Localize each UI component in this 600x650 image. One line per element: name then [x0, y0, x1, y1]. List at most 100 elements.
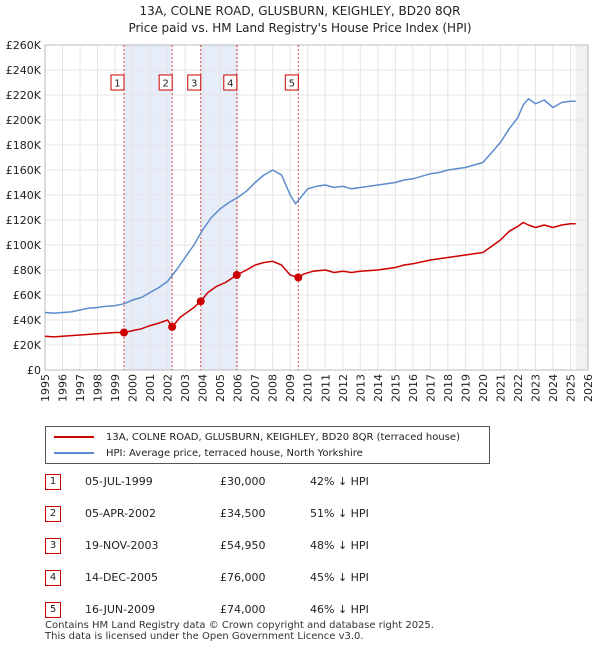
property-price-line [44, 221, 576, 338]
x-tick-label: 2017 [424, 374, 437, 402]
shaded-range [123, 45, 173, 370]
sale-date: 14-DEC-2005 [85, 571, 159, 584]
x-tick-label: 2008 [267, 374, 280, 402]
x-tick-label: 2004 [197, 374, 210, 402]
sale-price: £54,950 [220, 539, 266, 552]
sale-point [294, 273, 303, 282]
y-tick-label: £240K [6, 64, 42, 77]
y-tick-label: £20K [13, 339, 42, 352]
table-row: 3 19-NOV-2003 £54,950 48% ↓ HPI [45, 538, 505, 554]
y-tick-label: £40K [13, 314, 42, 327]
x-tick-label: 2013 [354, 374, 367, 402]
y-tick-label: £220K [6, 89, 42, 102]
table-row: 5 16-JUN-2009 £74,000 46% ↓ HPI [45, 602, 505, 618]
chart-subtitle: Price paid vs. HM Land Registry's House … [128, 21, 472, 35]
sale-marker-label: 2 [162, 79, 168, 90]
sale-marker-badge [223, 74, 238, 91]
sale-hpi-diff: 42% ↓ HPI [310, 475, 369, 488]
x-tick-label: 2014 [372, 374, 385, 402]
x-tick-label: 2026 [582, 374, 595, 402]
sale-marker-label: 5 [289, 79, 295, 90]
sale-marker-label: 4 [227, 79, 233, 90]
x-tick-label: 1996 [57, 374, 70, 402]
table-row: 1 05-JUL-1999 £30,000 42% ↓ HPI [45, 474, 505, 490]
legend-swatch-hpi [54, 452, 94, 454]
sale-marker-badge [187, 74, 202, 91]
x-tick-label: 2001 [144, 374, 157, 402]
x-tick-label: 2021 [494, 374, 507, 402]
x-tick-label: 2010 [302, 374, 315, 402]
x-tick-label: 2005 [214, 374, 227, 402]
y-tick-label: £0 [27, 364, 41, 377]
sale-price: £76,000 [220, 571, 266, 584]
sale-hpi-diff: 51% ↓ HPI [310, 507, 369, 520]
x-tick-label: 2000 [127, 374, 140, 402]
x-tick-label: 1998 [92, 374, 105, 402]
legend-swatch-property [54, 436, 94, 438]
x-tick-label: 2006 [232, 374, 245, 402]
y-tick-label: £60K [13, 289, 42, 302]
sale-point [168, 322, 177, 331]
x-tick-label: 1997 [74, 374, 87, 402]
y-tick-label: £140K [6, 189, 42, 202]
sale-date: 05-APR-2002 [85, 507, 157, 520]
x-tick-label: 2015 [389, 374, 402, 402]
y-tick-label: £180K [6, 139, 42, 152]
x-tick-label: 2002 [162, 374, 175, 402]
plot-border [44, 44, 589, 371]
sale-price: £30,000 [220, 475, 266, 488]
x-tick-label: 1995 [39, 374, 52, 402]
sale-point [232, 271, 241, 279]
x-tick-label: 2016 [407, 374, 420, 402]
footer: Contains HM Land Registry data © Crown c… [45, 620, 434, 642]
sale-number-badge: 2 [45, 506, 61, 522]
y-tick-label: £260K [6, 39, 42, 52]
legend-label-hpi: HPI: Average price, terraced house, Nort… [106, 447, 363, 459]
price-chart: £0 £20K £40K £60K £80K £100K £120K £140K £160K £1… [6, 39, 595, 402]
x-tick-label: 2020 [477, 374, 490, 402]
sale-number-badge: 3 [45, 538, 61, 554]
x-tick-label: 2011 [319, 374, 332, 402]
sale-hpi-diff: 46% ↓ HPI [310, 603, 369, 616]
y-tick-label: £200K [6, 114, 42, 127]
sale-number-badge: 4 [45, 570, 61, 586]
x-tick-label: 2019 [459, 374, 472, 402]
sale-marker-badge [158, 74, 173, 91]
x-tick-label: 2009 [284, 374, 297, 402]
y-tick-label: £160K [6, 164, 42, 177]
legend: 13A, COLNE ROAD, GLUSBURN, KEIGHLEY, BD2… [45, 426, 490, 464]
projection-area [575, 45, 588, 370]
sale-point [196, 297, 205, 306]
y-tick-label: £100K [6, 239, 42, 252]
footer-copyright: Contains HM Land Registry data © Crown c… [45, 620, 434, 631]
x-tick-label: 2018 [442, 374, 455, 402]
sale-date: 05-JUL-1999 [85, 475, 153, 488]
legend-item-hpi: HPI: Average price, terraced house, Nort… [54, 446, 363, 460]
x-tick-label: 2023 [529, 374, 542, 402]
sale-hpi-diff: 45% ↓ HPI [310, 571, 369, 584]
table-row: 4 14-DEC-2005 £76,000 45% ↓ HPI [45, 570, 505, 586]
table-row: 2 05-APR-2002 £34,500 51% ↓ HPI [45, 506, 505, 522]
y-tick-label: £80K [13, 264, 42, 277]
sale-hpi-diff: 48% ↓ HPI [310, 539, 369, 552]
sale-date: 19-NOV-2003 [85, 539, 159, 552]
chart-title: 13A, COLNE ROAD, GLUSBURN, KEIGHLEY, BD2… [139, 4, 461, 18]
x-tick-label: 2022 [512, 374, 525, 402]
sale-price: £34,500 [220, 507, 266, 520]
x-tick-label: 2012 [337, 374, 350, 402]
legend-item-property: 13A, COLNE ROAD, GLUSBURN, KEIGHLEY, BD2… [54, 430, 460, 444]
sale-marker-badge [284, 74, 299, 91]
y-tick-label: £120K [6, 214, 42, 227]
footer-license: This data is licensed under the Open Gov… [45, 631, 364, 642]
x-tick-label: 2025 [564, 374, 577, 402]
sale-marker-label: 3 [191, 79, 197, 90]
sale-price: £74,000 [220, 603, 266, 616]
hpi-line [44, 98, 576, 314]
x-tick-label: 2003 [179, 374, 192, 402]
shaded-range [200, 45, 237, 370]
legend-label-property: 13A, COLNE ROAD, GLUSBURN, KEIGHLEY, BD2… [106, 431, 460, 443]
sale-marker-badge [110, 74, 125, 91]
sale-number-badge: 5 [45, 602, 61, 618]
sale-marker-label: 1 [114, 79, 120, 90]
x-tick-label: 2007 [249, 374, 262, 402]
